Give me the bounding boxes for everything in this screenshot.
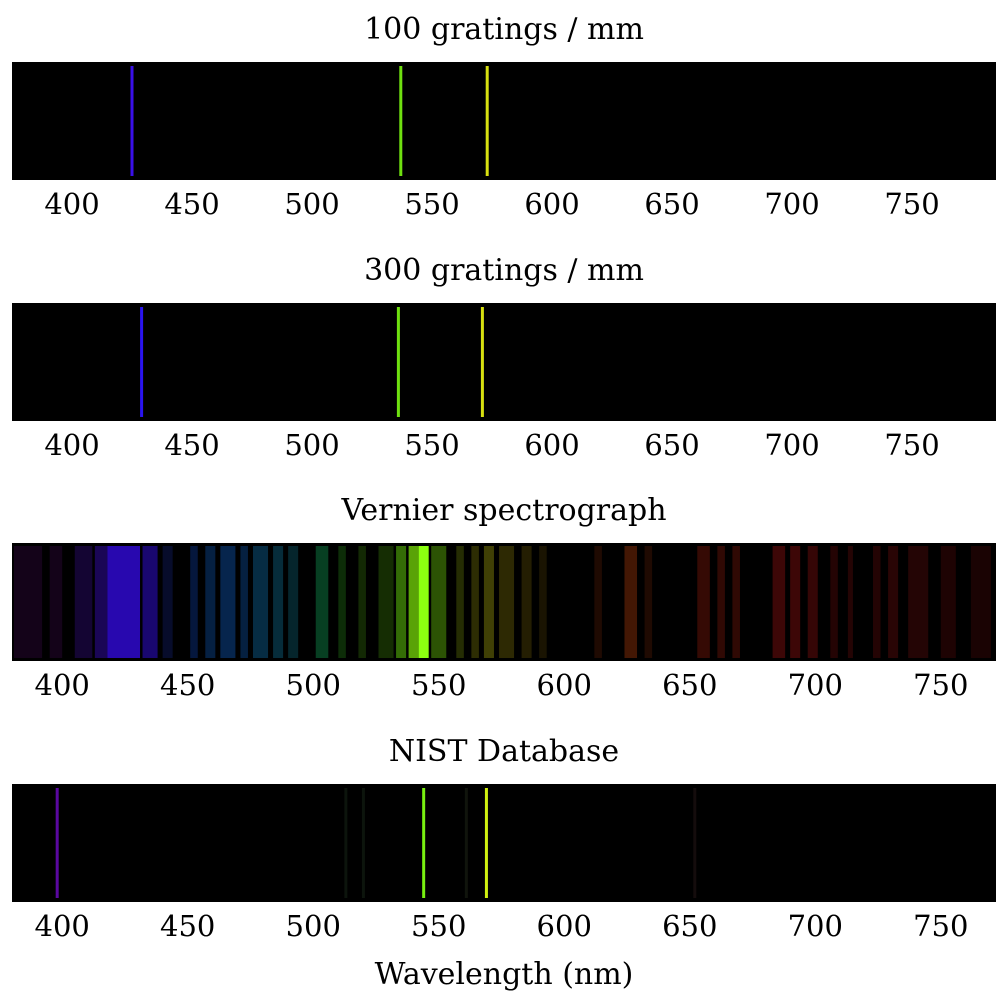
x-tick-label: 650 [662, 668, 718, 702]
panel-3-title: Vernier spectrograph [341, 493, 667, 528]
emission-band [498, 546, 515, 658]
emission-band [539, 546, 547, 658]
x-tick-label: 700 [787, 668, 843, 702]
x-tick-label: 750 [913, 909, 969, 943]
x-tick-label: 450 [160, 909, 216, 943]
x-tick-label: 500 [285, 909, 341, 943]
emission-band [483, 546, 494, 658]
x-tick-label: 500 [285, 668, 341, 702]
emission-band [49, 546, 63, 658]
x-tick-label: 650 [644, 428, 700, 462]
spectrum-frame [12, 303, 996, 421]
x-tick-label: 500 [284, 428, 340, 462]
emission-band [288, 546, 299, 658]
x-tick-label: 600 [536, 668, 592, 702]
emission-band [873, 546, 881, 658]
panel-1-title: 100 gratings / mm [364, 12, 644, 47]
emission-band [12, 546, 43, 658]
x-tick-label: 750 [884, 428, 940, 462]
emission-band [888, 546, 899, 658]
emission-band [273, 546, 284, 658]
emission-band [252, 546, 269, 658]
panel-3-spectrum [12, 543, 996, 661]
x-tick-label: 700 [787, 909, 843, 943]
emission-band [338, 546, 346, 658]
emission-band [358, 546, 366, 658]
spectrum-frame [12, 784, 996, 902]
x-tick-label: 750 [913, 668, 969, 702]
emission-band [408, 546, 419, 658]
x-tick-label: 450 [164, 428, 220, 462]
emission-band [74, 546, 93, 658]
emission-band [94, 546, 108, 658]
panel-4-title: NIST Database [388, 734, 620, 769]
x-tick-label: 550 [404, 187, 460, 221]
spectrum-frame [12, 543, 996, 661]
emission-band [190, 546, 198, 658]
emission-band [790, 546, 801, 658]
x-tick-label: 600 [524, 428, 580, 462]
emission-band [807, 546, 818, 658]
emission-band [697, 546, 710, 658]
emission-band [847, 546, 853, 658]
x-tick-label: 400 [44, 187, 100, 221]
emission-band [644, 546, 653, 658]
x-tick-label: 550 [404, 428, 460, 462]
x-axis-label: Wavelength (nm) [374, 957, 634, 992]
emission-band [908, 546, 929, 658]
x-tick-label: 450 [164, 187, 220, 221]
emission-band [772, 546, 786, 658]
x-tick-label: 400 [34, 668, 90, 702]
emission-band [205, 546, 216, 658]
emission-band [830, 546, 838, 658]
emission-band [220, 546, 236, 658]
emission-band [624, 546, 638, 658]
panel-2-spectrum [12, 303, 996, 421]
x-tick-label: 500 [284, 187, 340, 221]
spectrum-background [12, 303, 996, 421]
x-tick-label: 450 [160, 668, 216, 702]
x-tick-label: 650 [662, 909, 718, 943]
emission-band [940, 546, 956, 658]
panel-2-title: 300 gratings / mm [364, 253, 644, 288]
x-tick-label: 400 [44, 428, 100, 462]
x-tick-label: 400 [34, 909, 90, 943]
emission-band [107, 546, 141, 658]
emission-band [396, 546, 407, 658]
panel-4-spectrum [12, 784, 996, 902]
emission-band [142, 546, 158, 658]
x-tick-label: 550 [411, 909, 467, 943]
emission-band [431, 546, 447, 658]
emission-band [240, 546, 248, 658]
emission-band [970, 546, 991, 658]
emission-band [456, 546, 464, 658]
x-tick-label: 650 [644, 187, 700, 221]
emission-band [378, 546, 394, 658]
spectrum-background [12, 784, 996, 902]
emission-band [594, 546, 602, 658]
x-tick-label: 750 [884, 187, 940, 221]
emission-band [732, 546, 740, 658]
spectrum-frame [12, 62, 996, 180]
emission-band [471, 546, 479, 658]
emission-band [521, 546, 532, 658]
emission-band [418, 546, 429, 658]
emission-band [162, 546, 173, 658]
x-tick-label: 600 [536, 909, 592, 943]
panel-1-spectrum [12, 62, 996, 180]
x-tick-label: 600 [524, 187, 580, 221]
emission-band [315, 546, 329, 658]
spectrum-background [12, 62, 996, 180]
x-tick-label: 700 [764, 187, 820, 221]
x-tick-label: 700 [764, 428, 820, 462]
emission-band [717, 546, 725, 658]
x-tick-label: 550 [411, 668, 467, 702]
